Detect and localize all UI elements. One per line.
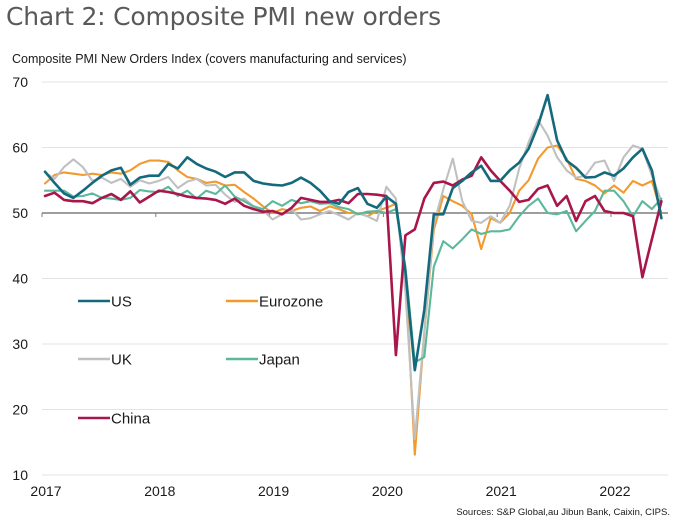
legend-item-us: US	[78, 294, 132, 311]
x-tick-label: 2021	[486, 483, 517, 499]
series-line-us	[43, 93, 663, 372]
x-tick-label: 2019	[258, 483, 289, 499]
y-axis-ticks: 10 20 30 40 50 60 70	[12, 74, 28, 483]
chart-subtitle: Composite PMI New Orders Index (covers m…	[12, 52, 407, 66]
gridlines	[42, 81, 668, 476]
y-tick-label: 30	[12, 336, 28, 352]
legend-label: China	[111, 411, 151, 428]
legend-item-uk: UK	[78, 352, 132, 369]
legend-label: UK	[111, 352, 132, 369]
y-tick-label: 10	[12, 467, 28, 483]
legend-item-eurozone: Eurozone	[226, 294, 323, 311]
series-line-uk	[43, 118, 663, 441]
x-tick-label: 2017	[30, 483, 61, 499]
legend-item-china: China	[78, 411, 151, 428]
legend-label: Japan	[259, 352, 300, 369]
x-tick-label: 2018	[144, 483, 175, 499]
x-tick-label: 2022	[599, 483, 630, 499]
y-tick-label: 60	[12, 140, 28, 156]
series-line-eurozone	[43, 144, 663, 456]
y-tick-label: 40	[12, 271, 28, 287]
y-tick-label: 50	[12, 205, 28, 221]
series-line-china	[43, 156, 663, 357]
legend-label: US	[111, 294, 132, 311]
x-tick-label: 2020	[372, 483, 403, 499]
y-tick-label: 20	[12, 402, 28, 418]
chart-title: Chart 2: Composite PMI new orders	[6, 2, 441, 31]
legend: US Eurozone UK Japan China	[78, 294, 323, 428]
legend-item-japan: Japan	[226, 352, 300, 369]
source-note: Sources: S&P Global,au Jibun Bank, Caixi…	[456, 507, 670, 518]
legend-label: Eurozone	[259, 294, 323, 311]
y-tick-label: 70	[12, 74, 28, 90]
series-lines	[43, 93, 663, 456]
series-line-japan	[43, 184, 663, 364]
